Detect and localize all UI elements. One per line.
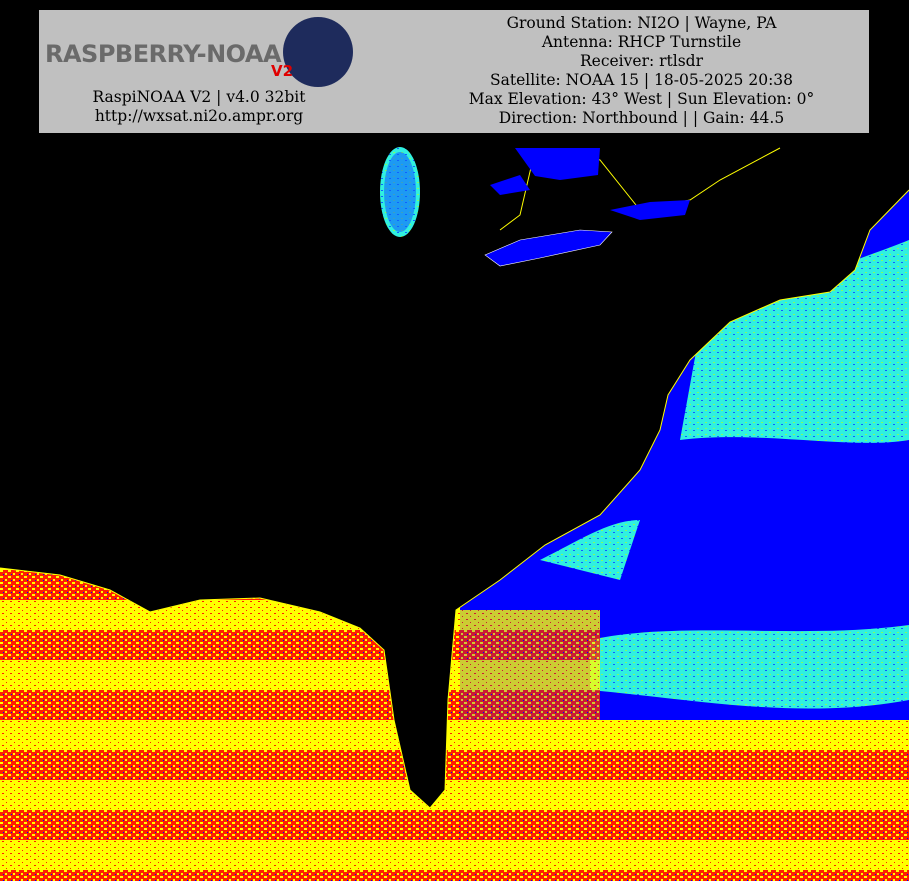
logo-text: RASPBERRY-NOAA bbox=[45, 40, 282, 68]
logo-badge: V2 bbox=[271, 62, 294, 80]
info-line: Ground Station: NI2O | Wayne, PA bbox=[506, 14, 777, 32]
info-line: Direction: Northbound | | Gain: 44.5 bbox=[498, 109, 785, 127]
right-info: Ground Station: NI2O | Wayne, PA Antenna… bbox=[419, 14, 864, 128]
logo-icon bbox=[283, 17, 353, 87]
info-line: RaspiNOAA V2 | v4.0 32bit bbox=[92, 88, 306, 106]
left-info: RaspiNOAA V2 | v4.0 32bit http://wxsat.n… bbox=[59, 88, 339, 126]
info-line: Receiver: rtlsdr bbox=[579, 52, 704, 70]
info-line: Antenna: RHCP Turnstile bbox=[541, 33, 742, 51]
header: RASPBERRY-NOAA V2 RaspiNOAA V2 | v4.0 32… bbox=[39, 10, 869, 133]
info-line: http://wxsat.ni2o.ampr.org bbox=[94, 107, 304, 125]
info-line: Max Elevation: 43° West | Sun Elevation:… bbox=[468, 90, 815, 108]
info-line: Satellite: NOAA 15 | 18-05-2025 20:38 bbox=[489, 71, 794, 89]
